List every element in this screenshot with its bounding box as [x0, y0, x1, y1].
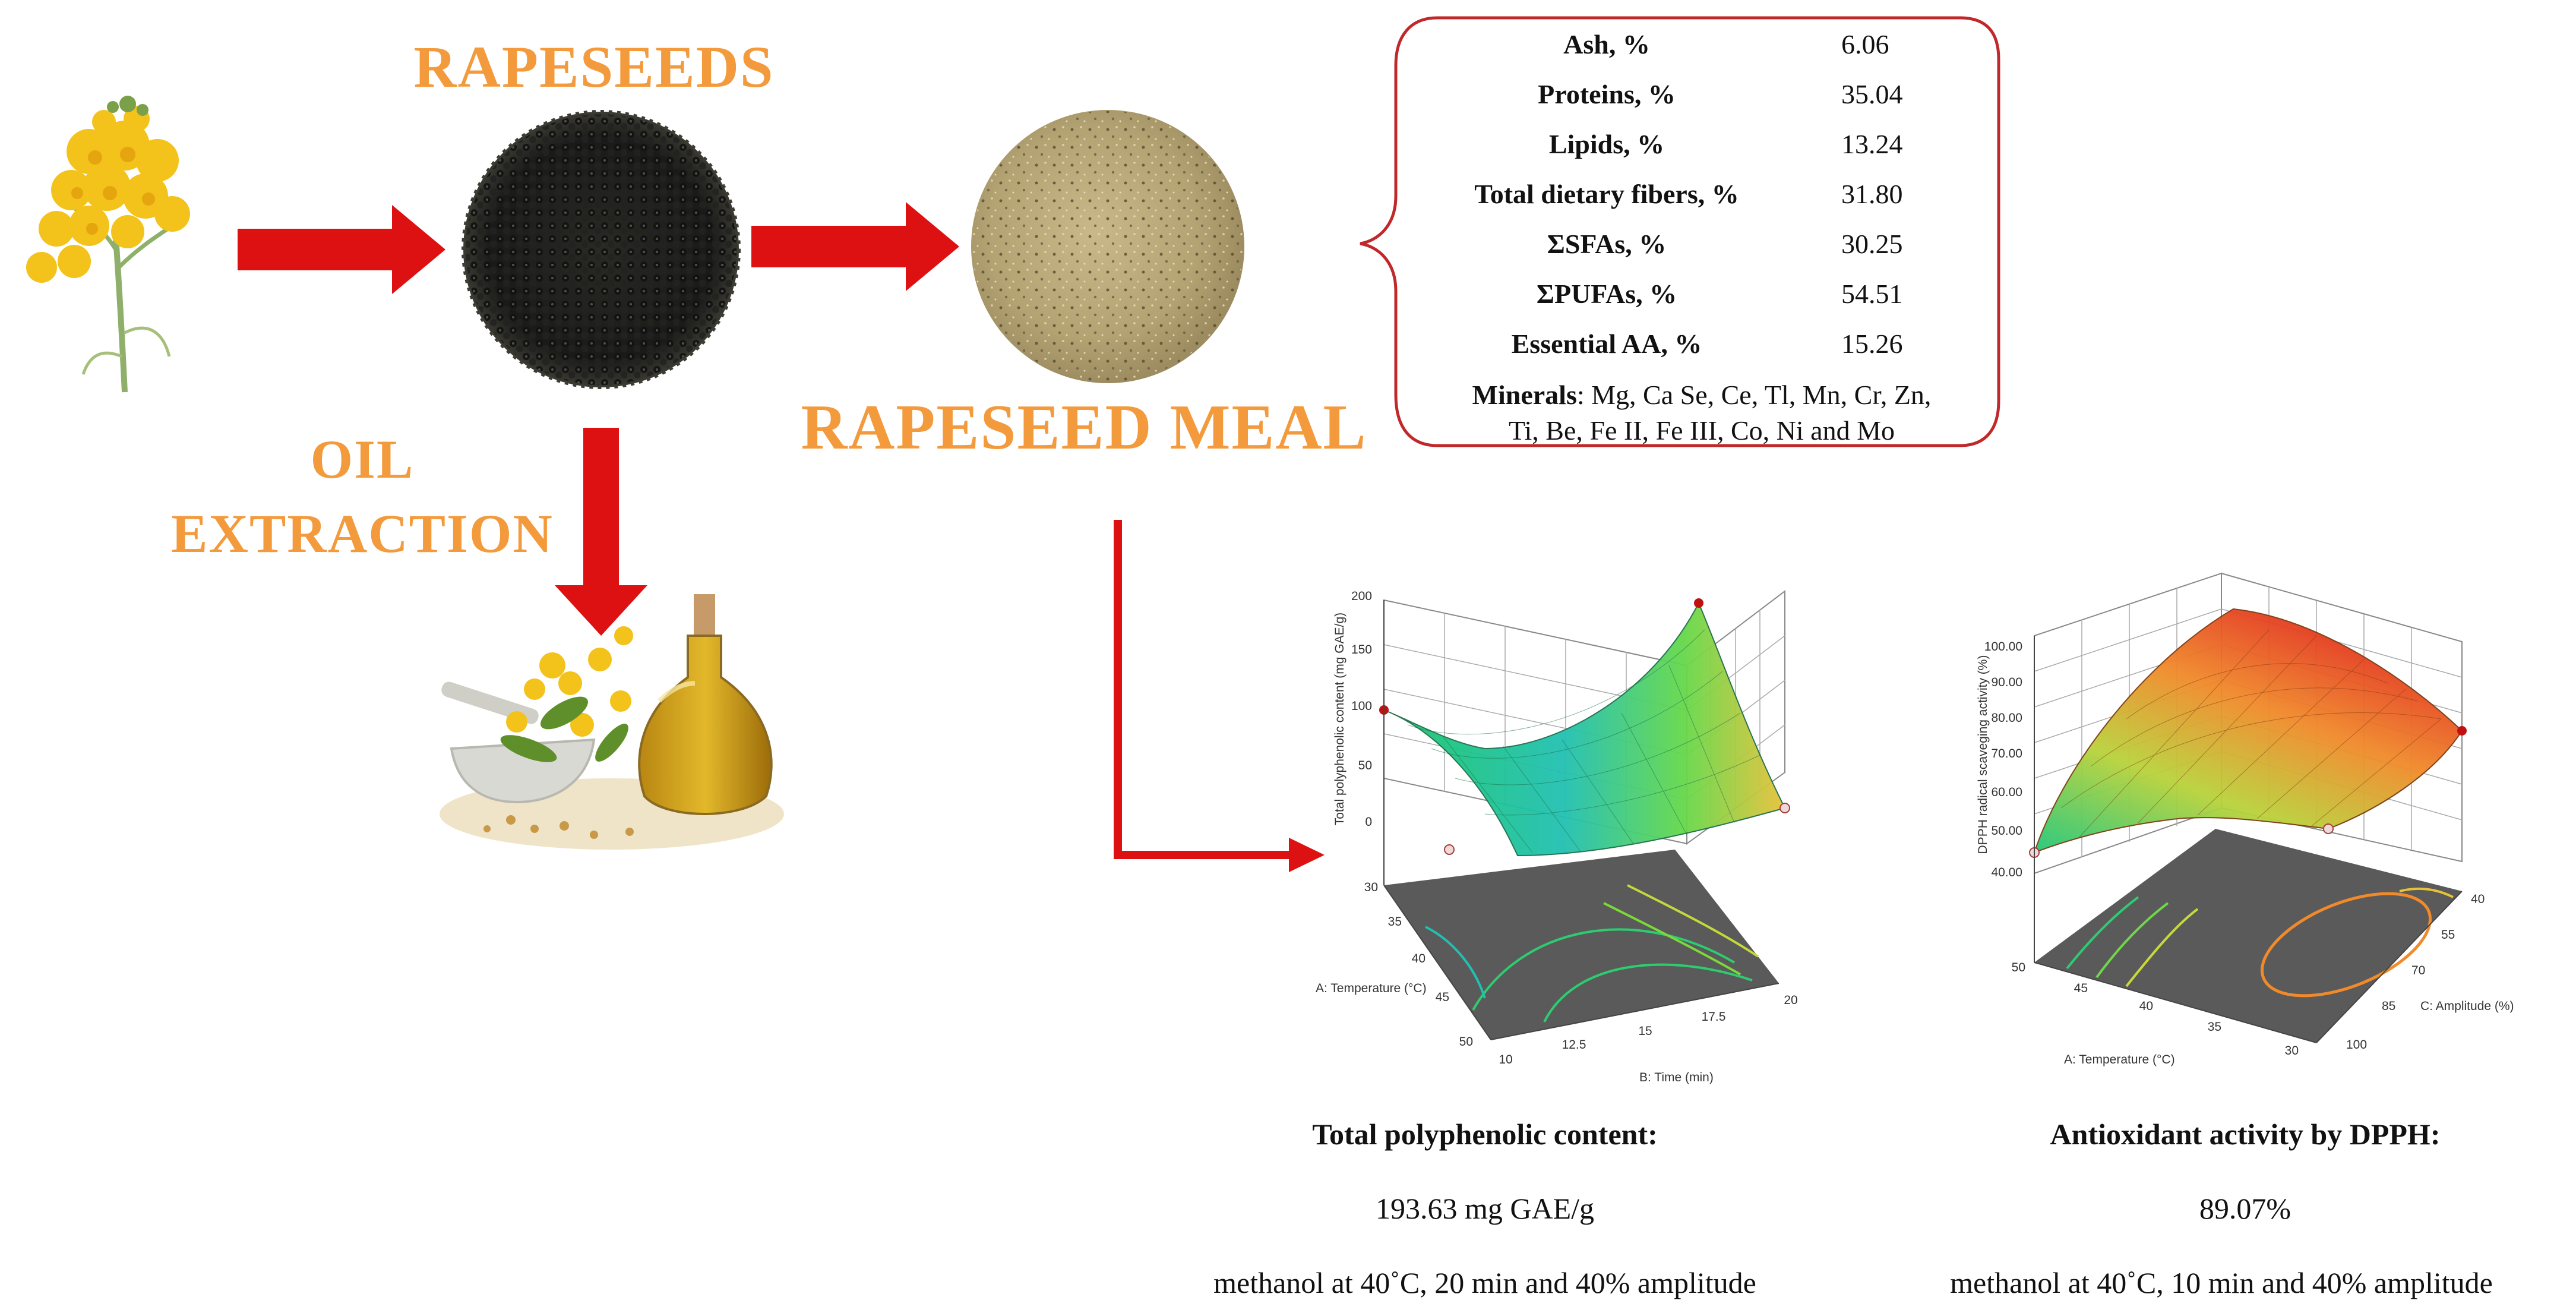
plot2-z-tick: 50.00: [1991, 824, 2022, 838]
plot1-z-tick: 0: [1365, 815, 1372, 829]
plot2-a-tick: 40: [2139, 999, 2153, 1013]
minerals-line2: Ti, Be, Fe II, Fe III, Co, Ni and Mo: [1509, 415, 1895, 446]
composition-value: 35.04: [1841, 79, 1903, 109]
plot1-b-tick: 15: [1638, 1024, 1652, 1038]
plot2-c-tick: 85: [2382, 999, 2395, 1013]
caption-dpph-value-wrap: 89.07%: [1918, 1191, 2572, 1226]
plot2-z-axis-label: DPPH radical scaveging activity (%): [1976, 655, 1990, 854]
oil-extraction-label-line1: OIL: [310, 429, 415, 490]
minerals-text: Minerals: Mg, Ca Se, Ce, Tl, Mn, Cr, Zn,…: [1423, 377, 1981, 449]
surface-plot-polyphenolic: 200 150 100 50 0 Total polyphenolic cont…: [1316, 589, 1798, 1084]
caption-polyphenolic-value: 193.63 mg GAE/g: [1375, 1192, 1595, 1225]
plot1-z-tick: 150: [1351, 643, 1372, 657]
plot1-b-axis-label: B: Time (min): [1639, 1071, 1714, 1084]
composition-label: Essential AA, %: [1511, 329, 1702, 359]
plot1-a-tick: 30: [1364, 881, 1378, 894]
plot2-z-tick: 80.00: [1991, 711, 2022, 725]
plot2-a-tick: 45: [2074, 982, 2088, 995]
plot1-b-tick: 12.5: [1562, 1038, 1586, 1052]
rapeseeds-label: RAPESEEDS: [413, 34, 775, 100]
plot1-z-axis-label: Total polyphenolic content (mg GAE/g): [1333, 613, 1347, 825]
plot2-c-tick: 100: [2346, 1038, 2367, 1052]
composition-value: 15.26: [1841, 329, 1903, 359]
composition-value: 31.80: [1841, 179, 1903, 209]
composition-value: 54.51: [1841, 279, 1903, 309]
plot1-z-tick: 50: [1358, 759, 1372, 772]
composition-label: Lipids, %: [1548, 129, 1665, 159]
plot2-z-tick: 100.00: [1984, 640, 2022, 654]
plot2-c-tick: 40: [2471, 892, 2485, 906]
caption-dpph-value: 89.07%: [2199, 1192, 2291, 1225]
plot2-a-tick: 50: [2012, 961, 2025, 974]
plot2-z-tick: 90.00: [1991, 676, 2022, 689]
arrow-seeds-down-to-oil: [555, 428, 647, 636]
surface-plot-dpph: 100.00 90.00 80.00 70.00 60.00 50.00 40.…: [1976, 572, 2514, 1066]
composition-label: ΣPUFAs, %: [1536, 279, 1677, 309]
plot1-b-tick: 10: [1499, 1053, 1512, 1066]
rapeseed-flower-image: [26, 96, 190, 393]
plot2-c-axis-label: C: Amplitude (%): [2420, 999, 2514, 1013]
plot1-a-tick: 35: [1388, 915, 1402, 929]
arrow-meal-to-plots: [1114, 520, 1325, 872]
plot1-b-tick: 20: [1784, 993, 1797, 1007]
plot1-a-axis-label: A: Temperature (°C): [1316, 982, 1427, 995]
rapeseed-meal-label: RAPESEED MEAL: [801, 392, 1367, 463]
plot2-c-tick: 70: [2411, 964, 2425, 977]
minerals-line1: : Mg, Ca Se, Ce, Tl, Mn, Cr, Zn,: [1576, 380, 1932, 410]
caption-polyphenolic-value-wrap: 193.63 mg GAE/g: [1188, 1191, 1782, 1226]
rapeseed-meal-image: [971, 110, 1244, 383]
plot1-a-tick: 40: [1412, 952, 1426, 965]
composition-label: Total dietary fibers, %: [1474, 179, 1739, 209]
rapeseeds-image: [462, 110, 741, 389]
rapeseed-oil-image: [440, 594, 784, 850]
composition-label: Ash, %: [1563, 29, 1650, 59]
composition-value: 13.24: [1841, 129, 1903, 159]
plot2-a-axis-label: A: Temperature (°C): [2064, 1053, 2175, 1066]
composition-label: Proteins, %: [1538, 79, 1676, 109]
composition-value: 30.25: [1841, 229, 1903, 259]
minerals-label: Minerals: [1472, 380, 1577, 410]
caption-polyphenolic-title: Total polyphenolic content:: [1312, 1118, 1658, 1151]
composition-label: ΣSFAs, %: [1547, 229, 1667, 259]
caption-dpph-cond-wrap: methanol at 40˚C, 10 min and 40% amplitu…: [1871, 1265, 2572, 1300]
oil-extraction-label-line2: EXTRACTION: [171, 503, 554, 564]
caption-polyphenolic-conditions: methanol at 40˚C, 20 min and 40% amplitu…: [1213, 1266, 1756, 1299]
plot2-c-tick: 55: [2441, 928, 2455, 942]
plot2-z-tick: 60.00: [1991, 785, 2022, 799]
arrow-seeds-to-meal: [751, 202, 959, 291]
caption-dpph-conditions: methanol at 40˚C, 10 min and 40% amplitu…: [1950, 1266, 2493, 1299]
composition-value: 6.06: [1841, 29, 1889, 59]
plot2-a-tick: 30: [2285, 1044, 2299, 1058]
caption-polyphenolic: Total polyphenolic content:: [1188, 1117, 1782, 1151]
plot1-z-tick: 100: [1351, 699, 1372, 713]
plot1-b-tick: 17.5: [1702, 1010, 1726, 1024]
arrow-flower-to-seeds: [238, 205, 445, 294]
caption-polyphenolic-cond-wrap: methanol at 40˚C, 20 min and 40% amplitu…: [1117, 1265, 1853, 1300]
plot2-z-tick: 40.00: [1991, 866, 2022, 879]
plot2-z-tick: 70.00: [1991, 747, 2022, 760]
plot1-z-tick: 200: [1351, 589, 1372, 603]
plot1-a-tick: 45: [1436, 990, 1449, 1004]
plot2-a-tick: 35: [2208, 1020, 2221, 1034]
plot1-a-tick: 50: [1459, 1035, 1473, 1049]
caption-dpph: Antioxidant activity by DPPH:: [1918, 1117, 2572, 1151]
composition-brace: [1360, 16, 2000, 447]
caption-dpph-title: Antioxidant activity by DPPH:: [2050, 1118, 2441, 1151]
